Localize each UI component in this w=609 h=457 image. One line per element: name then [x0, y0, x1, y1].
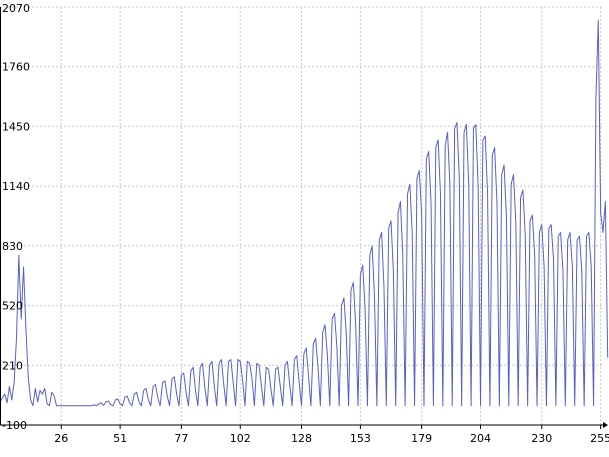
y-tick-label: -100 — [2, 419, 27, 432]
x-tick-label: 255 — [590, 432, 609, 445]
y-tick-label: 210 — [2, 359, 23, 372]
y-tick-label: 1140 — [2, 180, 30, 193]
x-tick-label: 102 — [230, 432, 251, 445]
x-axis-arrow — [603, 422, 608, 428]
x-tick-label: 153 — [350, 432, 371, 445]
x-tick-label: 230 — [531, 432, 552, 445]
axes — [0, 7, 608, 429]
x-tick-label: 26 — [54, 432, 68, 445]
y-tick-label: 1450 — [2, 120, 30, 133]
x-tick-label: 77 — [174, 432, 188, 445]
x-tick-label: 128 — [291, 432, 312, 445]
x-tick-label: 204 — [470, 432, 491, 445]
series-line — [0, 19, 609, 407]
x-tick-label: 179 — [411, 432, 432, 445]
series-layer — [0, 19, 609, 407]
tick-labels: -100 210 520 830 1140 1450 1760 2070 26 51 77 102 12… — [2, 2, 609, 445]
y-tick-label: 830 — [2, 240, 23, 253]
y-tick-label: 520 — [2, 300, 23, 313]
y-tick-label: 1760 — [2, 61, 30, 74]
grid — [0, 6, 603, 425]
x-tick-label: 51 — [113, 432, 127, 445]
y-tick-label: 2070 — [2, 2, 30, 15]
